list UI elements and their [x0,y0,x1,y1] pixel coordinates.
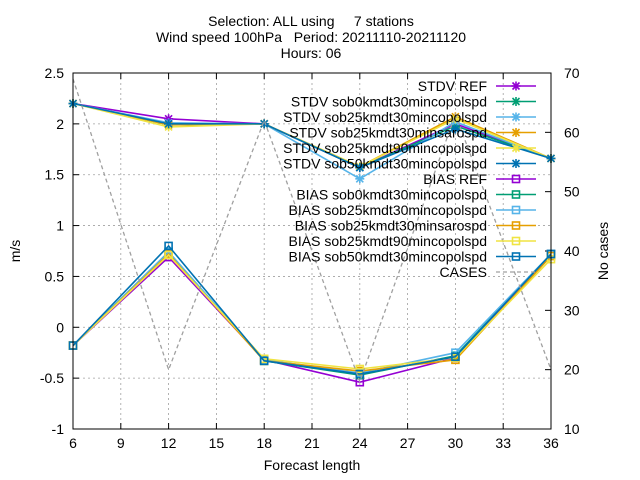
data-point [355,364,365,374]
y-tick-label: 0 [56,319,64,335]
legend-marker [511,81,521,91]
legend-label: STDV sob25kmdt30minsarospd [289,125,487,141]
y2-axis-label: No cases [595,222,611,280]
legend-marker [511,190,521,199]
y-tick-label: -1 [52,421,65,437]
legend-marker [511,143,521,153]
legend-label: BIAS sob25kmdt30mincopolspd [289,202,487,218]
x-tick-label: 15 [209,435,225,451]
y2-tick-label: 10 [564,421,580,437]
series-line-2 [72,102,552,180]
data-point [450,114,460,124]
y2-tick-label: 30 [564,302,580,318]
plot-frame [72,72,552,430]
axis-ticks: 6 9 12 15 18 21 24 27 30 33 36 -1 -0.5 0 0.5 1 1.5 2 2.5 10… [40,65,580,451]
x-axis-label: Forecast length [264,457,361,473]
series-12 [72,78,552,384]
legend-marker [511,205,521,215]
y-tick-label: 0.5 [45,268,65,284]
legend-label: CASES [440,264,487,280]
series-line-11 [72,244,552,375]
title-line-3: Hours: 06 [281,45,342,61]
y-tick-label: -0.5 [40,370,64,386]
legend-label: BIAS REF [423,171,487,187]
series-line-5 [72,102,552,169]
x-tick-label: 33 [495,435,511,451]
data-point [355,369,365,379]
x-tick-label: 24 [352,435,368,451]
data-point [259,119,269,129]
legend-label: BIAS sob0kmdt30mincopolspd [296,187,487,203]
y2-tick-label: 60 [564,124,580,140]
legend-marker [511,112,521,122]
x-tick-label: 12 [161,435,177,451]
legend-marker [511,221,521,230]
data-point [259,356,269,366]
chart-title: Selection: ALL using 7 stations Wind spe… [156,13,466,61]
x-tick-label: 21 [304,435,320,451]
x-tick-label: 36 [543,435,559,451]
series-line-10 [72,253,552,370]
x-tick-label: 30 [448,435,464,451]
legend-label: STDV sob50kmdt30mincopolspd [283,156,487,172]
data-point [450,124,460,134]
legend-marker [511,97,521,106]
y-tick-label: 2.5 [45,65,65,81]
data-point [164,119,174,129]
legend-marker [511,128,521,137]
legend-label: STDV REF [418,78,487,94]
x-tick-label: 6 [69,435,77,451]
legend-marker [511,174,521,184]
data-point [355,163,365,173]
data-point [451,352,460,362]
title-line-1: Selection: ALL using 7 stations [208,13,414,29]
legend-label: BIAS sob50kmdt30mincopolspd [289,249,487,265]
data-point [164,241,173,251]
x-tick-label: 18 [256,435,272,451]
legend-label: STDV sob25kmdt90mincopolspd [283,140,487,156]
data-point [164,250,173,260]
legend-label: STDV sob25kmdt30mincopolspd [283,109,487,125]
legend-marker [511,236,521,246]
y2-tick-label: 70 [564,65,580,81]
series-line-12 [72,78,552,384]
data-point [355,174,365,184]
x-tick-label: 9 [117,435,125,451]
legend-label: STDV sob0kmdt30mincopolspd [291,94,487,110]
legend-label: BIAS sob25kmdt30minsarospd [295,218,487,234]
y2-tick-label: 40 [564,243,580,259]
legend-label: BIAS sob25kmdt90mincopolspd [289,233,487,249]
legend-marker [511,159,521,168]
y-tick-label: 1 [56,218,64,234]
y2-tick-label: 50 [564,184,580,200]
x-tick-label: 27 [400,435,416,451]
y2-tick-label: 20 [564,362,580,378]
title-line-2: Wind speed 100hPa Period: 20211110-20211… [156,29,466,45]
y-axis-label: m/s [7,240,23,263]
y-tick-label: 1.5 [45,167,65,183]
y-tick-label: 2 [56,116,64,132]
legend-marker [511,252,521,261]
